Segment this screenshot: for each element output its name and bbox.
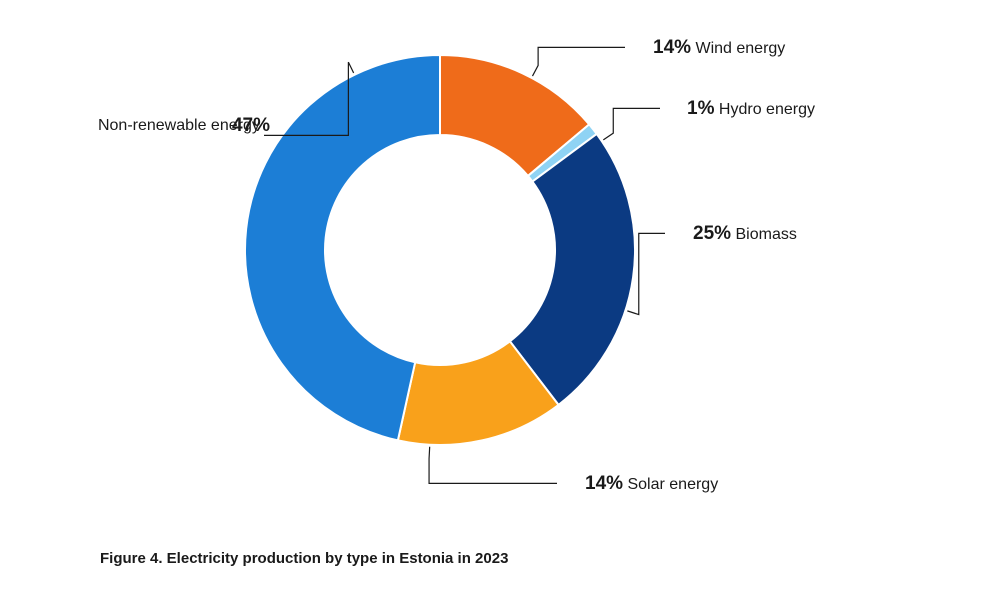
figure-stage: 14% Wind energy 1% Hydro energy 25% Biomas…: [0, 0, 990, 593]
leader-wind: [532, 47, 625, 76]
label-name-solar: Solar energy: [627, 476, 718, 493]
label-pct-biomass: 25%: [693, 223, 731, 244]
label-name-nonrenewable: Non-renewable energy: [98, 116, 218, 136]
figure-caption: Figure 4. Electricity production by type…: [100, 550, 508, 567]
label-nonrenewable: Non-renewable energy 47%: [95, 114, 270, 138]
leader-solar: [429, 447, 557, 484]
label-solar: 14% Solar energy: [585, 472, 845, 496]
label-biomass: 25% Biomass: [693, 222, 953, 246]
label-pct-hydro: 1%: [687, 98, 714, 119]
label-name-hydro: Hydro energy: [719, 101, 815, 118]
label-hydro: 1% Hydro energy: [687, 97, 947, 121]
label-pct-nonrenewable: 47%: [232, 114, 270, 138]
leader-hydro: [603, 108, 660, 139]
label-wind: 14% Wind energy: [653, 36, 913, 60]
label-pct-wind: 14%: [653, 37, 691, 58]
slice-nonrenewable: [245, 55, 440, 440]
label-name-biomass: Biomass: [735, 226, 796, 243]
label-name-wind: Wind energy: [695, 40, 785, 57]
label-pct-solar: 14%: [585, 473, 623, 494]
donut-chart: [0, 0, 990, 593]
